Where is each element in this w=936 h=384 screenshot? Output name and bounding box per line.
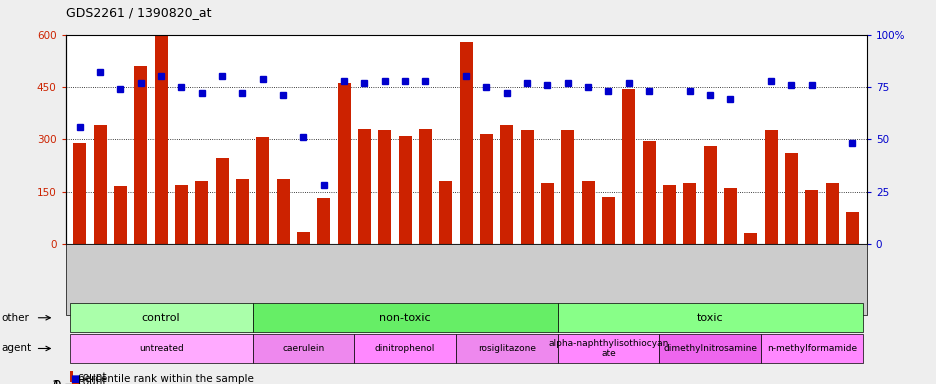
Text: dinitrophenol: dinitrophenol	[374, 344, 435, 353]
Bar	[256, 137, 270, 244]
Bar	[418, 129, 431, 244]
Bar	[358, 129, 371, 244]
Bar	[94, 125, 107, 244]
Bar	[439, 181, 452, 244]
Bar	[337, 83, 350, 244]
Bar	[276, 179, 289, 244]
Bar	[703, 146, 716, 244]
Text: toxic: toxic	[696, 313, 723, 323]
Bar	[479, 134, 492, 244]
Bar	[845, 212, 858, 244]
Bar	[175, 185, 188, 244]
Bar	[520, 131, 534, 244]
Text: count: count	[78, 377, 107, 384]
Bar	[724, 188, 737, 244]
Bar	[459, 41, 473, 244]
Bar	[682, 183, 695, 244]
Bar	[581, 181, 594, 244]
Text: rosiglitazone: rosiglitazone	[477, 344, 535, 353]
Bar	[804, 190, 817, 244]
Bar	[825, 183, 838, 244]
Bar	[601, 197, 614, 244]
Text: GDS2261 / 1390820_at: GDS2261 / 1390820_at	[66, 6, 211, 19]
Text: alpha-naphthylisothiocyan
ate: alpha-naphthylisothiocyan ate	[548, 339, 668, 358]
Text: count: count	[78, 372, 107, 382]
Text: percentile rank within the sample: percentile rank within the sample	[78, 374, 254, 384]
Bar	[642, 141, 655, 244]
Bar	[398, 136, 411, 244]
Text: control: control	[141, 313, 181, 323]
Text: non-toxic: non-toxic	[379, 313, 431, 323]
Bar	[561, 131, 574, 244]
Bar	[378, 131, 391, 244]
Bar	[662, 185, 676, 244]
Text: ■: ■	[70, 374, 80, 384]
Bar	[622, 89, 635, 244]
Bar	[134, 66, 147, 244]
Bar	[317, 199, 330, 244]
Bar	[297, 232, 310, 244]
Text: ■: ■	[70, 377, 80, 384]
Bar	[764, 131, 777, 244]
Text: untreated: untreated	[139, 344, 183, 353]
Bar	[154, 35, 168, 244]
Bar	[215, 158, 228, 244]
Bar	[73, 143, 86, 244]
Bar	[195, 181, 208, 244]
Text: dimethylnitrosamine: dimethylnitrosamine	[663, 344, 756, 353]
Bar	[114, 186, 127, 244]
Text: other: other	[2, 313, 30, 323]
Text: agent: agent	[2, 343, 32, 354]
Bar	[540, 183, 553, 244]
Text: n-methylformamide: n-methylformamide	[766, 344, 856, 353]
Bar	[500, 125, 513, 244]
Text: caerulein: caerulein	[282, 344, 324, 353]
Bar	[236, 179, 249, 244]
Bar	[784, 153, 797, 244]
Bar	[743, 233, 756, 244]
